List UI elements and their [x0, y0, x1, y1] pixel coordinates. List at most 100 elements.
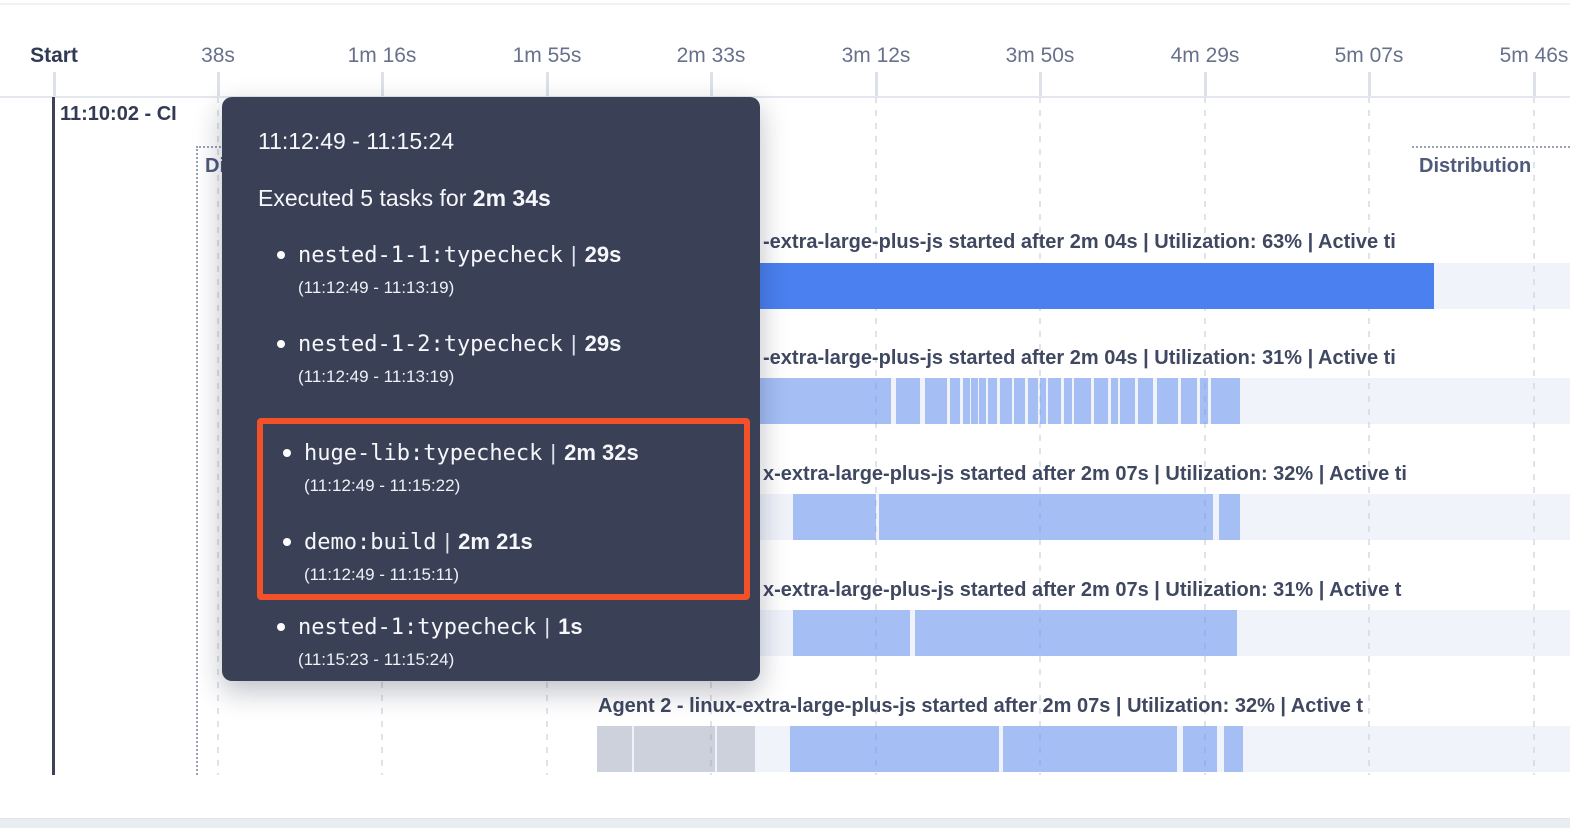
axis-label-1m-55s: 1m 55s [512, 44, 582, 67]
bullet-icon [283, 449, 291, 457]
gridline [875, 97, 877, 775]
task-times: (11:12:49 - 11:13:19) [298, 278, 455, 297]
task-bar-segment[interactable] [1183, 726, 1217, 772]
task-bar-segment[interactable] [793, 610, 910, 656]
task-separator: | [550, 440, 557, 465]
bullet-icon [277, 251, 285, 259]
task-bar-segment[interactable] [1138, 378, 1153, 424]
task-bar-segment[interactable] [1014, 378, 1025, 424]
highlighted-tasks-box: huge-lib:typecheck | 2m 32s (11:12:49 - 11:… [257, 418, 750, 600]
axis-label-5m-07s: 5m 07s [1334, 44, 1404, 67]
task-duration: 29s [584, 242, 622, 267]
task-bar-segment[interactable] [1157, 378, 1178, 424]
axis-tick [875, 72, 878, 96]
task-name: nested-1:typecheck [298, 615, 537, 640]
tooltip-time-range: 11:12:49 - 11:15:24 [258, 128, 455, 154]
agent-row-label: -extra-large-plus-js started after 2m 04… [763, 231, 1396, 253]
agent-row-label: Agent 2 - linux-extra-large-plus-js star… [598, 695, 1364, 717]
task-bar-segment[interactable] [1120, 378, 1135, 424]
task-name: demo:build [304, 530, 437, 555]
task-bar-segment[interactable] [1064, 378, 1072, 424]
gridline [1204, 97, 1206, 775]
task-times: (11:12:49 - 11:15:11) [304, 565, 459, 584]
task-name: huge-lib:typecheck [304, 441, 543, 466]
task-bar-segment[interactable] [971, 378, 978, 424]
bullet-icon [277, 340, 285, 348]
axis-tick [381, 72, 384, 96]
axis-label-4m-29s: 4m 29s [1170, 44, 1240, 67]
task-bar-segment[interactable] [1211, 378, 1240, 424]
agent-row-label: x-extra-large-plus-js started after 2m 0… [763, 463, 1407, 485]
agent-row-label: -extra-large-plus-js started after 2m 04… [763, 347, 1396, 369]
task-bar-segment[interactable] [1094, 378, 1108, 424]
axis-tick [1533, 72, 1536, 96]
tooltip-task-item: demo:build | 2m 21s (11:12:49 - 11:15:11) [264, 527, 744, 586]
task-bar-segment[interactable] [1219, 494, 1240, 540]
task-bar-segment[interactable] [950, 378, 960, 424]
task-separator: | [544, 614, 551, 639]
gridline [1368, 97, 1370, 775]
task-bar-segment[interactable] [1074, 378, 1091, 424]
task-bar-segment[interactable] [925, 378, 947, 424]
tooltip-summary-duration: 2m 34s [472, 185, 551, 211]
top-border [0, 3, 1570, 5]
axis-tick [1368, 72, 1371, 96]
task-bar-segment[interactable] [915, 610, 1237, 656]
task-bar-segment[interactable] [1200, 378, 1208, 424]
run-start-line [52, 97, 55, 775]
tooltip-task-item: nested-1-2:typecheck | 29s (11:12:49 - 11:1… [258, 329, 724, 388]
task-bar-segment[interactable] [717, 726, 755, 772]
task-bar-segment[interactable] [1003, 726, 1177, 772]
task-bar-segment[interactable] [1181, 378, 1197, 424]
bullet-icon [283, 538, 291, 546]
task-bar-segment[interactable] [979, 378, 986, 424]
task-tooltip: 11:12:49 - 11:15:24 Executed 5 tasks for… [222, 97, 760, 681]
task-separator: | [570, 242, 577, 267]
task-bar-segment[interactable] [1000, 378, 1012, 424]
task-name: nested-1-2:typecheck [298, 332, 563, 357]
gridline [1533, 97, 1535, 775]
task-bar-segment[interactable] [1040, 378, 1046, 424]
task-bar-segment[interactable] [1224, 726, 1243, 772]
axis-tick [546, 72, 549, 96]
tooltip-task-line: huge-lib:typecheck | 2m 32s [304, 438, 744, 469]
axis-label-1m-16s: 1m 16s [347, 44, 417, 67]
task-bar-segment[interactable] [988, 378, 997, 424]
axis-tick [710, 72, 713, 96]
axis-label-5m-46s: 5m 46s [1499, 44, 1569, 67]
axis-separator [0, 96, 1570, 98]
agent-row-track[interactable] [597, 726, 1570, 772]
tooltip-task-line: nested-1-2:typecheck | 29s [298, 329, 724, 360]
bullet-icon [277, 623, 285, 631]
task-bar-segment[interactable] [879, 494, 1213, 540]
run-label: 11:10:02 - CI [60, 103, 177, 125]
axis-label-start: Start [30, 44, 78, 67]
task-name: nested-1-1:typecheck [298, 243, 563, 268]
tooltip-summary-prefix: Executed 5 tasks for [258, 185, 473, 211]
task-bar-segment[interactable] [1111, 378, 1118, 424]
tooltip-task-line: demo:build | 2m 21s [304, 527, 744, 558]
task-bar-segment[interactable] [597, 726, 632, 772]
task-bar-segment[interactable] [1028, 378, 1038, 424]
task-separator: | [444, 529, 451, 554]
task-bar-segment[interactable] [963, 378, 970, 424]
distribution-region-left-label: Di [205, 155, 225, 177]
axis-tick [53, 72, 56, 96]
task-bar-segment[interactable] [790, 726, 999, 772]
axis-tick [1039, 72, 1042, 96]
axis-label-3m-12s: 3m 12s [841, 44, 911, 67]
task-bar-segment[interactable] [793, 494, 876, 540]
gridline [217, 97, 219, 775]
tooltip-task-line: nested-1-1:typecheck | 29s [298, 240, 724, 271]
tooltip-summary: Executed 5 tasks for 2m 34s [258, 184, 724, 212]
task-bar-segment[interactable] [634, 726, 715, 772]
axis-tick [217, 72, 220, 96]
task-duration: 2m 32s [564, 440, 639, 465]
tooltip-task-list: nested-1-1:typecheck | 29s (11:12:49 - 11:1… [257, 240, 750, 671]
task-duration: 2m 21s [458, 529, 533, 554]
axis-tick [1204, 72, 1207, 96]
task-bar-segment[interactable] [1048, 378, 1061, 424]
task-bar-segment[interactable] [896, 378, 920, 424]
task-duration: 1s [558, 614, 583, 639]
